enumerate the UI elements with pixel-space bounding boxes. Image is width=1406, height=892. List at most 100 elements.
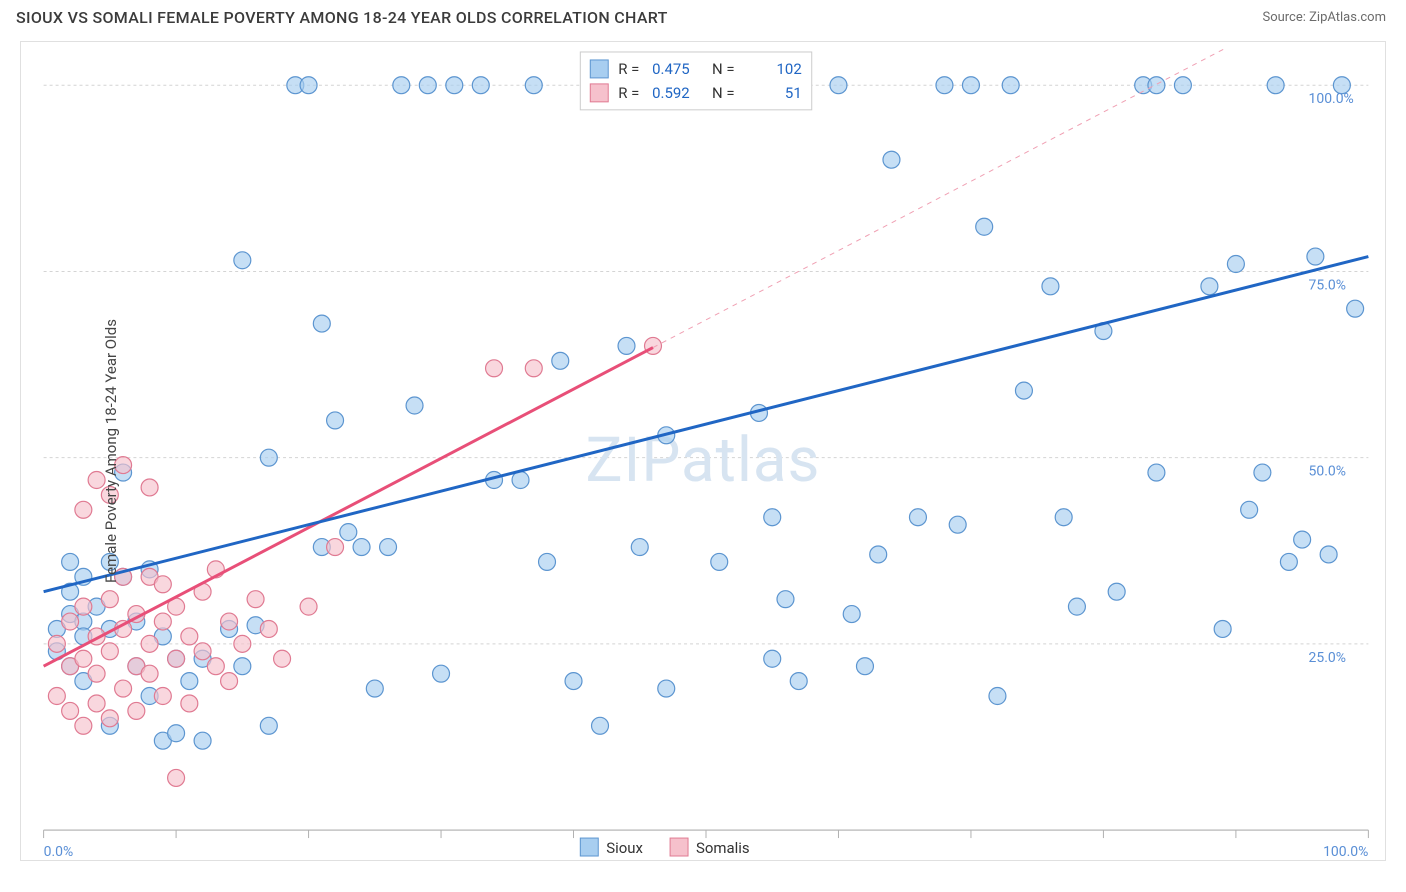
header: SIOUX VS SOMALI FEMALE POVERTY AMONG 18-…	[0, 0, 1406, 33]
data-point	[870, 546, 887, 563]
data-point	[1042, 278, 1059, 295]
data-point	[300, 77, 317, 94]
chart-title: SIOUX VS SOMALI FEMALE POVERTY AMONG 18-…	[16, 8, 668, 27]
data-point	[234, 658, 251, 675]
source-attribution: Source: ZipAtlas.com	[1262, 10, 1386, 25]
data-point	[1055, 509, 1072, 526]
data-point	[1214, 620, 1231, 637]
data-point	[989, 688, 1006, 705]
data-point	[1201, 278, 1218, 295]
data-point	[764, 509, 781, 526]
data-point	[1347, 300, 1364, 317]
data-point	[62, 553, 79, 570]
data-point	[1320, 546, 1337, 563]
data-point	[962, 77, 979, 94]
data-point	[764, 650, 781, 667]
data-point	[552, 352, 569, 369]
data-point	[711, 553, 728, 570]
data-point	[790, 673, 807, 690]
data-point	[207, 658, 224, 675]
data-point	[1148, 77, 1165, 94]
data-point	[141, 479, 158, 496]
data-point	[486, 360, 503, 377]
data-point	[75, 650, 92, 667]
data-point	[446, 77, 463, 94]
data-point	[221, 613, 238, 630]
data-point	[1002, 77, 1019, 94]
data-point	[62, 613, 79, 630]
data-point	[62, 702, 79, 719]
chart-container: Female Poverty Among 18-24 Year Olds ZIP…	[20, 41, 1386, 861]
data-point	[539, 553, 556, 570]
data-point	[658, 680, 675, 697]
svg-text:102: 102	[777, 60, 802, 78]
data-point	[181, 695, 198, 712]
data-point	[631, 539, 648, 556]
data-point	[909, 509, 926, 526]
data-point	[234, 252, 251, 269]
legend-swatch-somalis	[670, 838, 688, 856]
x-tick-label: 100.0%	[1323, 844, 1368, 860]
data-point	[88, 665, 105, 682]
data-point	[406, 397, 423, 414]
data-point	[75, 598, 92, 615]
data-point	[101, 643, 118, 660]
data-point	[366, 680, 383, 697]
data-point	[380, 539, 397, 556]
data-point	[949, 516, 966, 533]
data-point	[353, 539, 370, 556]
y-tick-label: 75.0%	[1309, 277, 1346, 293]
data-point	[565, 673, 582, 690]
data-point	[154, 613, 171, 630]
data-point	[75, 717, 92, 734]
data-point	[181, 673, 198, 690]
stats-legend: R =0.475N =102R =0.592N =51	[580, 52, 811, 110]
source-link[interactable]: ZipAtlas.com	[1309, 10, 1386, 25]
data-point	[1267, 77, 1284, 94]
data-point	[1307, 248, 1324, 265]
watermark: ZIPatlas	[586, 425, 821, 497]
data-point	[525, 77, 542, 94]
data-point	[1280, 553, 1297, 570]
legend-swatch-sioux	[580, 838, 598, 856]
data-point	[88, 695, 105, 712]
legend-label-sioux: Sioux	[606, 839, 643, 857]
x-tick-label: 0.0%	[44, 844, 74, 860]
data-point	[1015, 382, 1032, 399]
data-point	[472, 77, 489, 94]
data-point	[154, 576, 171, 593]
data-point	[260, 717, 277, 734]
data-point	[883, 151, 900, 168]
svg-text:N =: N =	[712, 84, 735, 102]
data-point	[327, 412, 344, 429]
data-point	[101, 710, 118, 727]
series-legend: Sioux Somalis	[580, 838, 749, 857]
data-point	[1254, 464, 1271, 481]
data-point	[618, 337, 635, 354]
svg-text:51: 51	[785, 84, 802, 102]
data-point	[247, 591, 264, 608]
data-point	[194, 643, 211, 660]
data-point	[115, 680, 132, 697]
data-point	[48, 635, 65, 652]
data-point	[830, 77, 847, 94]
data-point	[313, 315, 330, 332]
y-tick-label: 50.0%	[1309, 464, 1346, 480]
data-point	[592, 717, 609, 734]
data-point	[154, 688, 171, 705]
svg-text:0.592: 0.592	[652, 84, 690, 102]
data-point	[777, 591, 794, 608]
data-point	[340, 524, 357, 541]
legend-label-somalis: Somalis	[696, 839, 750, 857]
data-point	[260, 449, 277, 466]
svg-text:R =: R =	[618, 84, 639, 102]
data-point	[221, 673, 238, 690]
data-point	[1227, 256, 1244, 273]
data-point	[75, 501, 92, 518]
data-point	[141, 635, 158, 652]
svg-text:0.475: 0.475	[652, 60, 690, 78]
data-point	[976, 218, 993, 235]
data-point	[1174, 77, 1191, 94]
data-point	[194, 732, 211, 749]
data-point	[936, 77, 953, 94]
